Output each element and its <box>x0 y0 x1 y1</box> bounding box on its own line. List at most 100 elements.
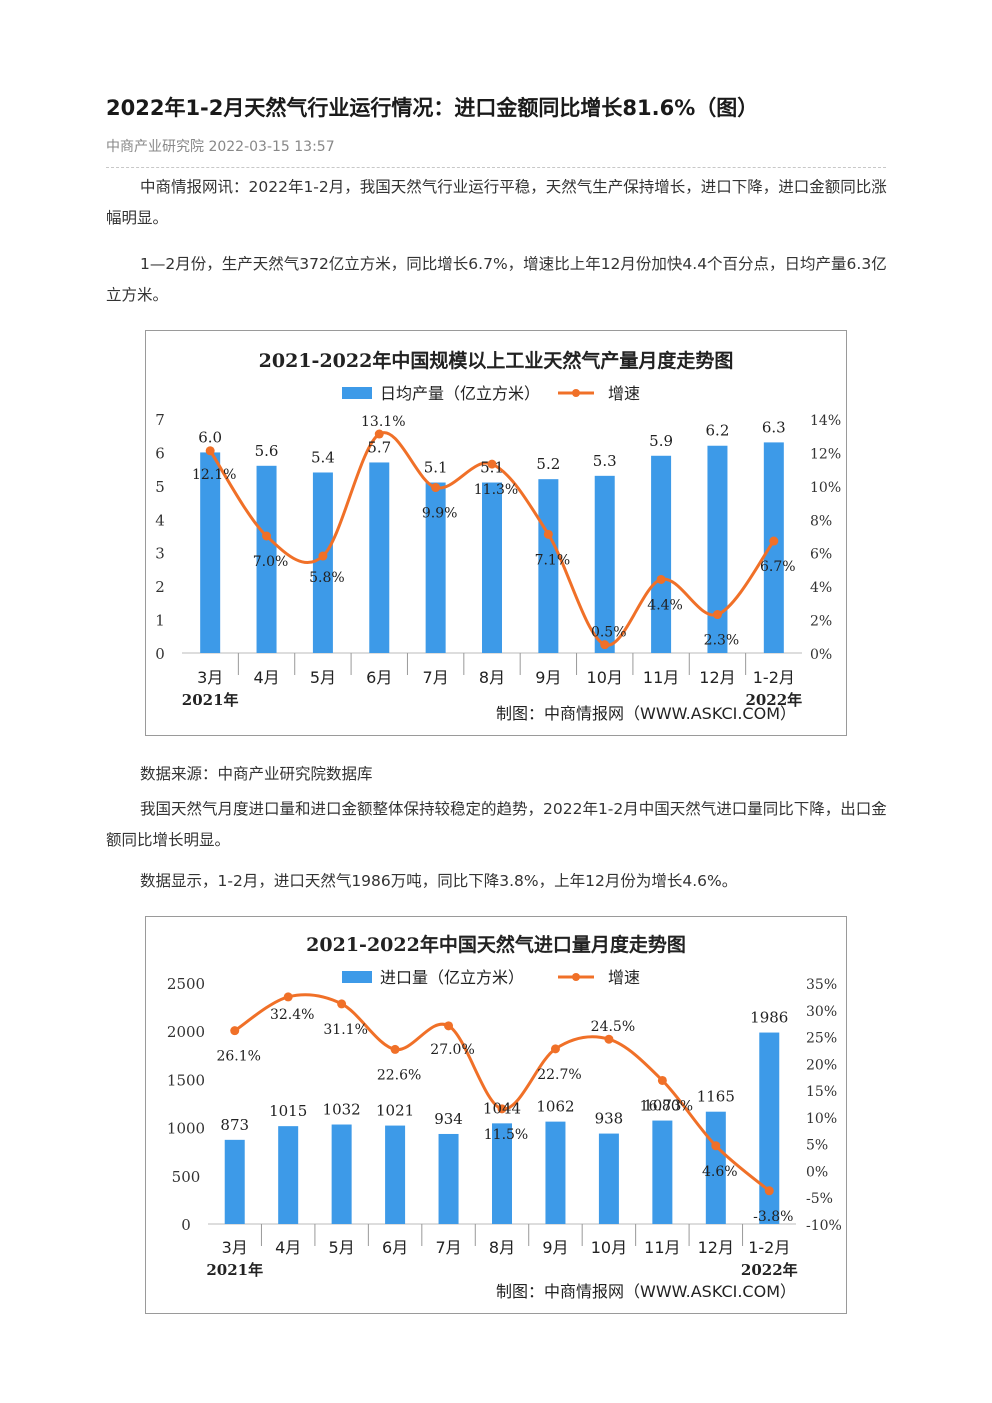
x-tick-label: 5月 <box>310 668 336 687</box>
bar <box>224 1139 245 1224</box>
growth-point <box>550 1044 560 1054</box>
growth-point <box>543 529 553 539</box>
legend-line-marker <box>572 389 580 397</box>
y2-tick-label: 30% <box>806 1004 837 1020</box>
import-chart: 2021-2022年中国天然气进口量月度走势图 进口量（亿立方米） 增速 0 500 10… <box>145 916 847 1314</box>
y-tick-label: 1500 <box>167 1071 205 1089</box>
bar <box>200 452 221 653</box>
bar-value-label: 5.6 <box>255 442 279 460</box>
growth-value-label: 11.3% <box>474 482 518 498</box>
x-tick-label: 12月 <box>699 668 735 687</box>
growth-value-label: 24.5% <box>591 1019 635 1035</box>
x-tick-label: 1-2月 <box>753 668 795 687</box>
y2-tick-label: 6% <box>810 547 832 563</box>
chart-credit: 制图：中商情报网（WWW.ASKCI.COM） <box>496 1282 796 1301</box>
y-tick-label: 0 <box>155 645 165 663</box>
growth-point <box>600 640 610 650</box>
growth-value-label: -3.8% <box>753 1209 793 1225</box>
x-tick-label: 9月 <box>542 1238 568 1257</box>
growth-point <box>497 1104 507 1114</box>
article-meta: 中商产业研究院 2022-03-15 13:57 <box>106 139 335 155</box>
bar-value-label: 6.0 <box>198 428 222 446</box>
chart-credit: 制图：中商情报网（WWW.ASKCI.COM） <box>496 704 796 723</box>
y2-tick-label: -10% <box>806 1218 842 1234</box>
growth-value-label: 7.1% <box>535 552 571 568</box>
bar <box>256 465 277 653</box>
bar-value-label: 873 <box>220 1116 249 1134</box>
x-tick-label: 4月 <box>253 668 279 687</box>
growth-point <box>656 574 666 584</box>
data-source: 数据来源：中商产业研究院数据库 <box>140 765 373 783</box>
paragraph-imports: 我国天然气月度进口量和进口金额整体保持较稳定的趋势，2022年1-2月中国天然气… <box>106 800 887 849</box>
y-tick-label: 7 <box>155 411 165 429</box>
bar-value-label: 5.1 <box>424 459 448 477</box>
growth-point <box>318 551 328 561</box>
bar <box>312 472 333 653</box>
title-divider <box>106 167 886 168</box>
bar-value-label: 938 <box>595 1110 624 1128</box>
growth-point <box>712 610 722 620</box>
growth-value-label: 12.1% <box>192 467 236 483</box>
x-tick-label: 5月 <box>329 1238 355 1257</box>
x-tick-label: 8月 <box>479 668 505 687</box>
growth-value-label: 4.4% <box>647 597 683 613</box>
growth-value-label: 7.0% <box>253 554 289 570</box>
year-label-end: 2022年 <box>745 691 802 709</box>
growth-value-label: 27.0% <box>430 1042 474 1058</box>
bar-value-label: 5.9 <box>649 432 673 450</box>
growth-point <box>230 1026 240 1036</box>
x-tick-label: 4月 <box>275 1238 301 1257</box>
bar-value-label: 6.3 <box>762 418 786 436</box>
y2-tick-label: 12% <box>810 446 841 462</box>
bar <box>482 482 502 653</box>
x-tick-label: 3月 <box>222 1238 248 1257</box>
growth-value-label: 2.3% <box>704 633 740 649</box>
bar-value-label: 5.4 <box>311 448 335 466</box>
growth-point <box>337 999 347 1009</box>
bar-value-label: 5.2 <box>536 455 560 473</box>
bar-value-label: 1032 <box>323 1101 361 1119</box>
growth-point <box>262 531 272 541</box>
legend-line-marker <box>572 973 580 981</box>
growth-value-label: 32.4% <box>270 1007 314 1023</box>
x-tick-label: 3月 <box>197 668 223 687</box>
y2-tick-label: 20% <box>806 1057 837 1073</box>
x-tick-label: 1-2月 <box>748 1238 790 1257</box>
y-tick-label: 0 <box>181 1216 191 1234</box>
y-tick-label: 500 <box>172 1168 201 1186</box>
growth-value-label: 31.1% <box>323 1022 367 1038</box>
growth-value-label: 16.80% <box>640 1098 693 1114</box>
year-label-end: 2022年 <box>741 1261 798 1279</box>
y2-tick-label: 5% <box>806 1138 828 1154</box>
y2-tick-label: 0% <box>806 1164 828 1180</box>
bar <box>652 1120 673 1224</box>
growth-value-label: 11.5% <box>484 1127 528 1143</box>
bar-value-label: 1044 <box>483 1099 521 1117</box>
growth-value-label: 13.1% <box>361 414 405 430</box>
y-tick-label: 3 <box>155 545 165 563</box>
y-tick-label: 2 <box>155 578 165 596</box>
bar <box>759 1032 780 1224</box>
year-label-start: 2021年 <box>182 691 239 709</box>
x-tick-label: 10月 <box>587 668 623 687</box>
growth-point <box>374 429 384 439</box>
y2-tick-label: 35% <box>806 977 837 993</box>
y-tick-label: 2000 <box>167 1023 205 1041</box>
bar-value-label: 1986 <box>750 1009 788 1027</box>
growth-value-label: 26.1% <box>216 1049 260 1065</box>
legend-line-label: 增速 <box>608 384 640 403</box>
x-tick-label: 6月 <box>382 1238 408 1257</box>
legend-line-label: 增速 <box>608 968 640 987</box>
x-tick-label: 12月 <box>698 1238 734 1257</box>
growth-point <box>205 446 215 456</box>
bar <box>594 475 615 653</box>
y2-tick-label: 0% <box>810 647 832 663</box>
x-tick-label: 7月 <box>423 668 449 687</box>
y2-tick-label: 10% <box>810 480 841 496</box>
paragraph-intro: 中商情报网讯：2022年1-2月，我国天然气行业运行平稳，天然气生产保持增长，进… <box>106 178 887 227</box>
x-tick-label: 9月 <box>535 668 561 687</box>
year-label-start: 2021年 <box>206 1261 263 1279</box>
bar-value-label: 5.7 <box>367 438 391 456</box>
bar <box>538 479 559 653</box>
